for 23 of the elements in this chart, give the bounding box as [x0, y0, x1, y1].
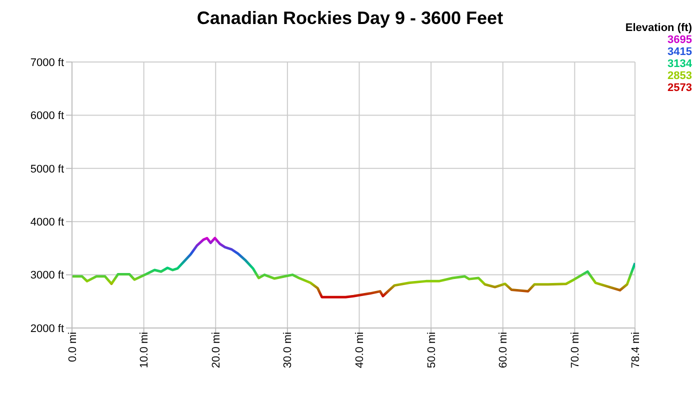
text: 3134	[666, 58, 692, 70]
y-tick-label: 5000 ft	[30, 163, 64, 176]
x-tick-label: 60.0 mi	[498, 332, 510, 368]
y-tick-label: 6000 ft	[30, 110, 64, 122]
x-tick-label: 20.0 mi	[210, 332, 222, 368]
x-tick-label: 78.4 mi	[630, 332, 642, 368]
x-tick-label: 50.0 mi	[426, 332, 438, 368]
x-tick-label: 40.0 mi	[354, 332, 366, 368]
x-tick-label: 0.0 mi	[66, 332, 79, 362]
y-tick-label: 2000 ft	[30, 322, 64, 335]
x-tick-label: 70.0 mi	[569, 332, 582, 368]
y-tick-label: 3000 ft	[30, 270, 64, 282]
text: 3695	[666, 34, 692, 46]
x-tick-label: 30.0 mi	[282, 332, 294, 368]
line-series	[72, 236, 635, 298]
y-tick-label: 7000 ft	[30, 56, 64, 69]
text: 2573	[666, 82, 692, 94]
color-bar-title: Elevation (ft)	[625, 22, 692, 34]
chart-title: Canadian Rockies Day 9 - 3600 Feet	[196, 8, 504, 28]
text: 2853	[666, 70, 692, 82]
text: 3415	[666, 46, 692, 58]
y-tick-label: 4000 ft	[30, 216, 64, 229]
x-tick-label: 10.0 mi	[138, 332, 151, 368]
